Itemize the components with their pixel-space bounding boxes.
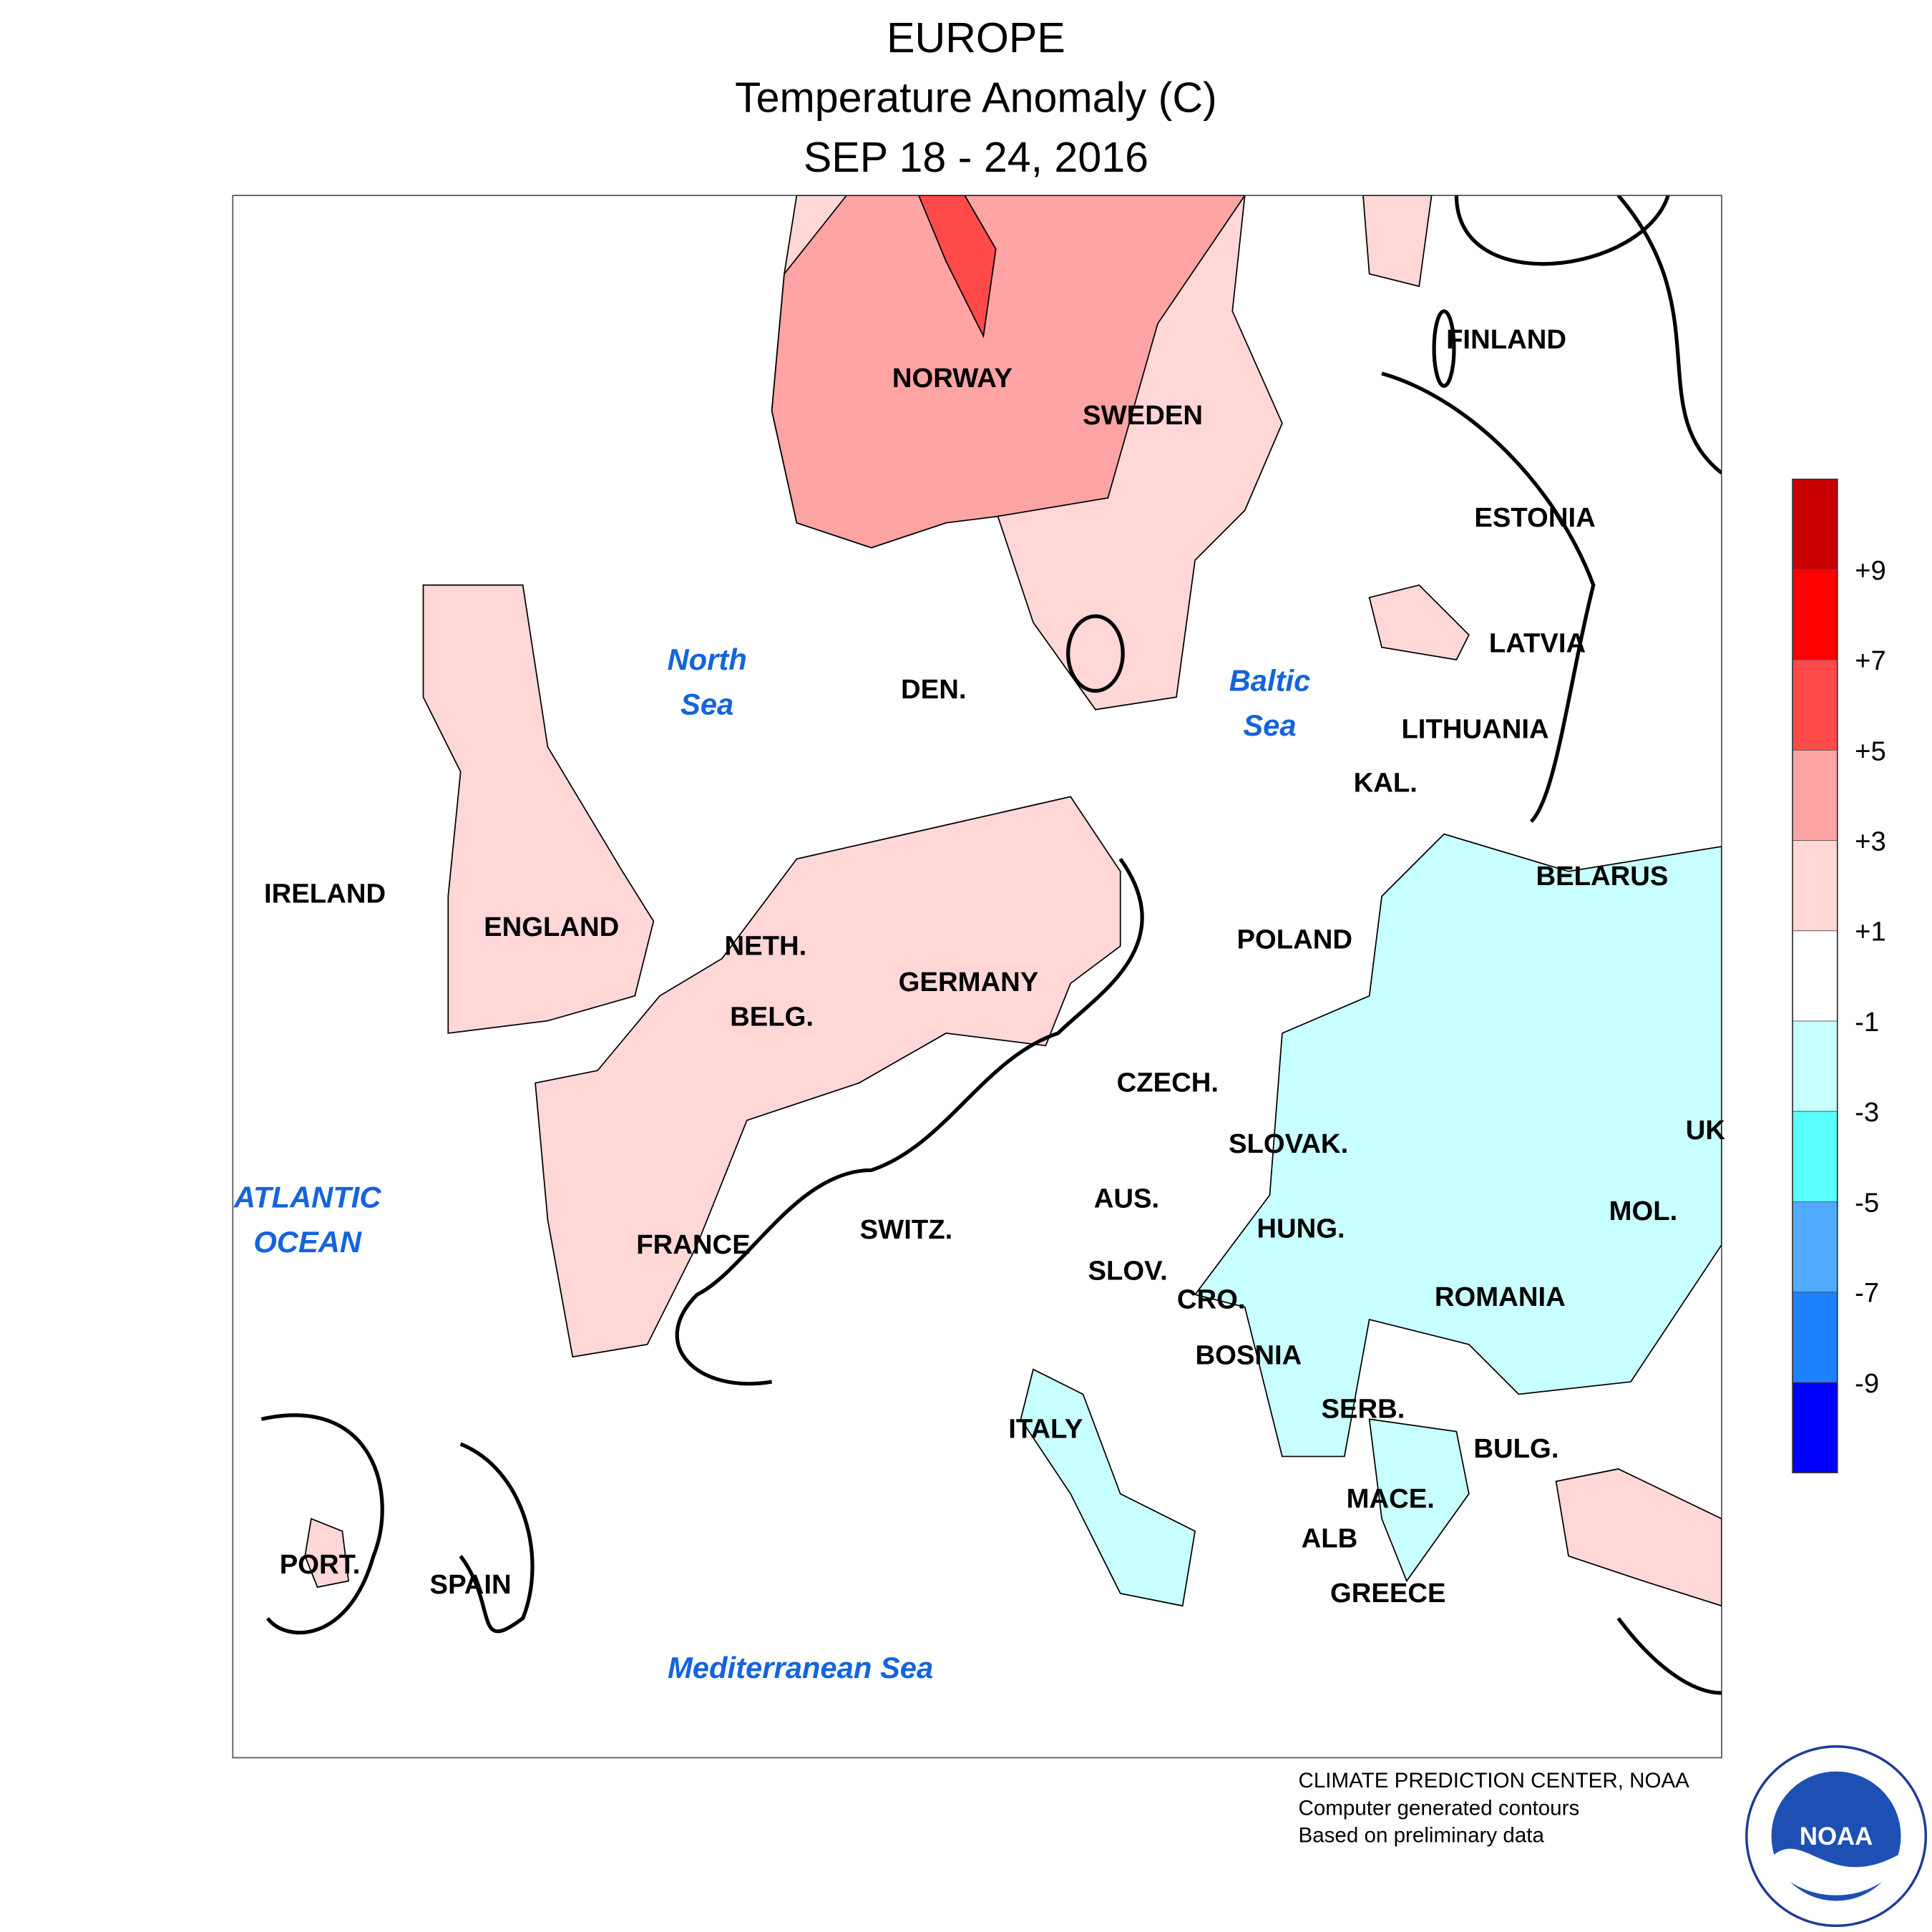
country-label: DEN. — [901, 674, 966, 705]
contour — [675, 857, 1144, 1386]
logo-bird — [1774, 1848, 1899, 1896]
country-label: NORWAY — [892, 363, 1013, 394]
legend-swatch — [1792, 1382, 1838, 1473]
country-label: FRANCE — [636, 1229, 750, 1260]
sea-label: Sea — [680, 688, 733, 721]
norway-peak — [917, 195, 997, 338]
contour — [1432, 309, 1456, 388]
country-label: SWITZ. — [860, 1214, 953, 1245]
logo-text: NOAA — [1800, 1823, 1873, 1850]
country-label: FINLAND — [1446, 324, 1566, 355]
italy-cool — [1020, 1368, 1196, 1607]
legend-swatch — [1792, 930, 1838, 1022]
labels: FINLAND NORWAY SWEDEN ESTONIA LATVIA DEN. LITH… — [233, 324, 1725, 1684]
legend-swatch — [1792, 1201, 1838, 1293]
country-label: UK — [1686, 1115, 1726, 1146]
sea-label: North — [667, 643, 746, 676]
country-label: BOSNIA — [1195, 1340, 1302, 1371]
country-label: SERB. — [1321, 1394, 1405, 1425]
legend-swatch — [1792, 479, 1838, 570]
country-label: ROMANIA — [1435, 1282, 1566, 1312]
footer-line: Based on preliminary data — [1298, 1824, 1544, 1848]
footer-line: CLIMATE PREDICTION CENTER, NOAA — [1298, 1769, 1689, 1792]
title: EUROPE — [887, 14, 1065, 62]
country-label: CZECH. — [1117, 1068, 1219, 1098]
legend-label: +5 — [1855, 736, 1886, 766]
date: SEP 18 - 24, 2016 — [804, 133, 1148, 181]
zero-contours — [260, 195, 1722, 1695]
norway-warmer — [771, 195, 1246, 549]
country-label: SLOV. — [1088, 1255, 1168, 1286]
east-cool — [1194, 833, 1722, 1458]
map — [232, 195, 1722, 1759]
legend-label: -7 — [1855, 1278, 1879, 1309]
turkey-warm — [1555, 1468, 1722, 1607]
country-label: SWEDEN — [1083, 400, 1203, 431]
legend-swatch — [1792, 840, 1838, 932]
contour — [1616, 195, 1722, 475]
sea-label: Sea — [1243, 708, 1296, 742]
country-label: POLAND — [1236, 924, 1352, 955]
country-label: CRO. — [1177, 1284, 1246, 1314]
legend-label: +9 — [1855, 555, 1886, 586]
country-label: BULG. — [1473, 1433, 1558, 1464]
contour — [1381, 371, 1596, 824]
sea-label: Baltic — [1229, 664, 1311, 698]
legend-swatch — [1792, 1111, 1838, 1202]
country-label: HUNG. — [1257, 1213, 1345, 1244]
country-label: MACE. — [1347, 1483, 1435, 1514]
portugal-warm — [304, 1518, 350, 1589]
legend-swatch — [1792, 569, 1838, 660]
legend-label: -3 — [1855, 1097, 1879, 1128]
country-label: KAL. — [1354, 767, 1418, 798]
sea-label: Mediterranean Sea — [668, 1651, 933, 1684]
country-label: ENGLAND — [484, 912, 619, 942]
contour — [1066, 614, 1125, 693]
sea-label: ATLANTIC — [233, 1180, 381, 1214]
noaa-logo: NOAA — [1745, 1745, 1928, 1928]
contour — [1454, 195, 1670, 266]
contour — [1616, 1617, 1722, 1695]
legend-frame — [1792, 478, 1838, 1473]
country-label: GREECE — [1330, 1578, 1446, 1609]
legend-label: +3 — [1855, 826, 1886, 857]
country-label: BELARUS — [1536, 861, 1668, 892]
country-label: AUS. — [1094, 1183, 1159, 1214]
country-label: SPAIN — [430, 1569, 512, 1600]
country-label: NETH. — [725, 930, 807, 961]
legend-swatch — [1792, 749, 1838, 841]
country-label: ESTONIA — [1474, 502, 1595, 533]
country-label: IRELAND — [264, 878, 386, 909]
country-label: LITHUANIA — [1401, 714, 1548, 745]
country-label: MOL. — [1609, 1196, 1678, 1226]
contour — [260, 1413, 384, 1635]
legend-swatch — [1792, 1292, 1838, 1383]
britain-warm — [422, 584, 655, 1034]
country-label: ALB — [1302, 1523, 1358, 1553]
sea-label: OCEAN — [253, 1225, 362, 1259]
legend-label: -9 — [1855, 1368, 1879, 1399]
country-label: LATVIA — [1489, 628, 1586, 659]
legend-swatch — [1792, 659, 1838, 751]
anomaly-shading — [304, 195, 1722, 1607]
legend-label: +7 — [1855, 645, 1886, 676]
country-label: ITALY — [1008, 1413, 1083, 1444]
country-label: SLOVAK. — [1229, 1128, 1348, 1159]
country-label: BELG. — [730, 1002, 814, 1033]
finland-warm — [1362, 195, 1433, 288]
contour — [459, 1442, 535, 1634]
legend-label: -1 — [1855, 1007, 1879, 1038]
legend-swatch — [1792, 1020, 1838, 1112]
footer-line: Computer generated contours — [1298, 1796, 1579, 1820]
west-central-warm — [535, 796, 1121, 1358]
latvia-warm — [1368, 584, 1470, 660]
country-label: PORT. — [280, 1549, 361, 1580]
legend-label: +1 — [1855, 917, 1886, 947]
balkan-cool — [1368, 1418, 1470, 1583]
subtitle: Temperature Anomaly (C) — [735, 74, 1217, 122]
legend-label: -5 — [1855, 1187, 1879, 1218]
color-legend: +9 +7 +5 +3 +1 -1 -3 -5 -7 -9 — [1792, 478, 1886, 1473]
country-label: GERMANY — [899, 967, 1039, 997]
